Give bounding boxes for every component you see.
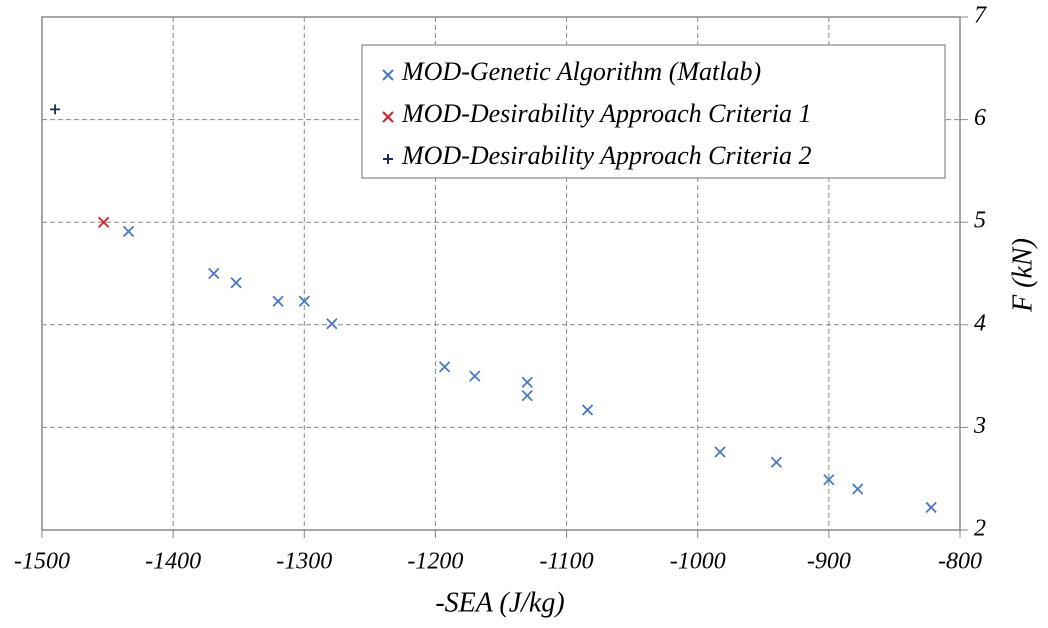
scatter-point: [714, 446, 726, 458]
x-tick-label: -1100: [539, 549, 593, 575]
y-tick-label: 6: [974, 105, 986, 131]
x-tick-label: -1500: [14, 549, 70, 575]
x-tick-label: -1400: [145, 549, 201, 575]
scatter-point: [770, 456, 783, 468]
scatter-point: [521, 376, 533, 388]
y-tick-label: 7: [974, 3, 987, 29]
scatter-point: [581, 404, 594, 416]
scatter-point: [122, 225, 135, 238]
y-tick-label: 3: [973, 413, 986, 439]
scatter-point: [98, 216, 110, 228]
scatter-point: [326, 318, 338, 330]
scatter-point: [925, 501, 937, 514]
scatter-point: [298, 295, 310, 307]
x-tick-label: -1300: [276, 549, 332, 575]
legend-marker: [383, 154, 393, 164]
x-tick-label: -1000: [670, 549, 726, 575]
legend-marker: [382, 111, 394, 123]
plot-frame: [41, 16, 961, 531]
legend: MOD-Genetic Algorithm (Matlab) MOD-Desira…: [361, 44, 946, 179]
x-tick-label: -1200: [407, 549, 463, 575]
legend-marker: [382, 69, 394, 81]
y-tick-label: 2: [974, 516, 986, 542]
scatter-point: [50, 104, 61, 115]
legend-label: MOD-Desirability Approach Criteria 1: [401, 99, 811, 128]
x-tick-label: -800: [938, 549, 982, 575]
y-tick-label: 4: [974, 310, 986, 336]
x-axis-title: -SEA (J/kg): [435, 587, 564, 618]
legend-label: MOD-Genetic Algorithm (Matlab): [401, 57, 761, 86]
scatter-point: [272, 295, 284, 307]
y-axis-title: F (kN): [1007, 238, 1038, 313]
y-tick-label: 5: [974, 208, 986, 234]
scatter-point: [852, 483, 864, 495]
scatter-point: [230, 277, 242, 289]
legend-box: [361, 44, 946, 179]
scatter-point: [469, 370, 481, 382]
scatter-point: [521, 389, 533, 402]
scatter-point: [823, 474, 835, 486]
scatter-point: [208, 267, 220, 280]
scatter-point: [438, 361, 451, 373]
x-tick-label: -900: [807, 549, 851, 575]
legend-label: MOD-Desirability Approach Criteria 2: [401, 141, 811, 170]
